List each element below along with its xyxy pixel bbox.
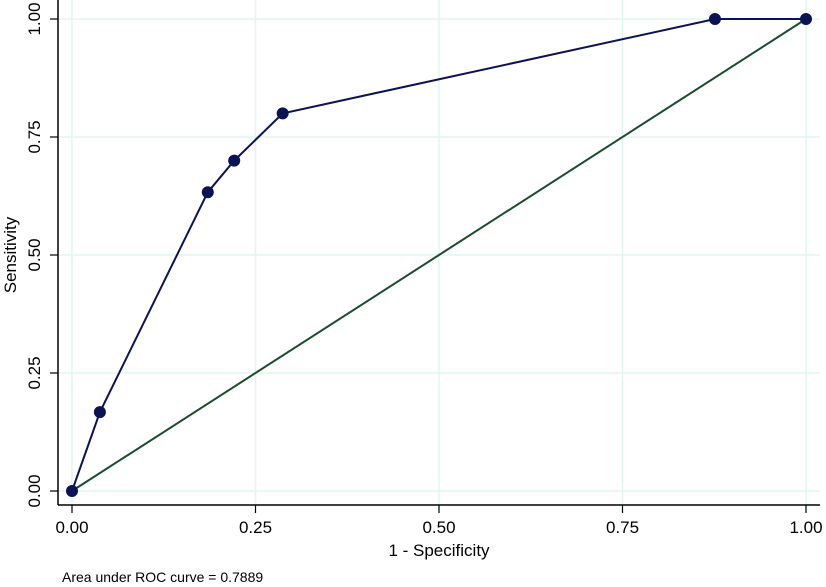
y-tick-label: 0.50 xyxy=(25,238,44,271)
roc-data-point xyxy=(66,485,78,497)
y-tick-label: 1.00 xyxy=(25,2,44,35)
auc-annotation: Area under ROC curve = 0.7889 xyxy=(62,569,264,585)
roc-data-point xyxy=(276,107,289,120)
roc-data-point xyxy=(93,406,106,419)
y-axis-title: Sensitivity xyxy=(1,216,20,293)
y-tick-label: 0.75 xyxy=(25,120,44,153)
roc-data-point xyxy=(708,13,721,25)
roc-data-point xyxy=(800,13,812,25)
reference-diagonal-line xyxy=(71,18,807,492)
y-tick-label: 0.25 xyxy=(25,356,44,389)
y-tick-label: 0.00 xyxy=(25,474,44,507)
axes xyxy=(50,0,820,513)
x-tick-label: 1.00 xyxy=(789,518,822,537)
x-tick-label: 0.00 xyxy=(55,518,88,537)
x-tick-label: 0.25 xyxy=(239,518,272,537)
x-tick-label: 0.75 xyxy=(606,518,639,537)
roc-data-point xyxy=(228,154,241,167)
tick-labels: 0.00 0.25 0.50 0.75 1.00 0.00 0.25 0.50 0.75 1.00 xyxy=(25,2,823,537)
data-series xyxy=(66,13,812,497)
x-axis-title: 1 - Specificity xyxy=(388,541,490,560)
roc-data-point xyxy=(201,186,214,199)
grid-lines xyxy=(58,0,820,505)
x-tick-label: 0.50 xyxy=(422,518,455,537)
